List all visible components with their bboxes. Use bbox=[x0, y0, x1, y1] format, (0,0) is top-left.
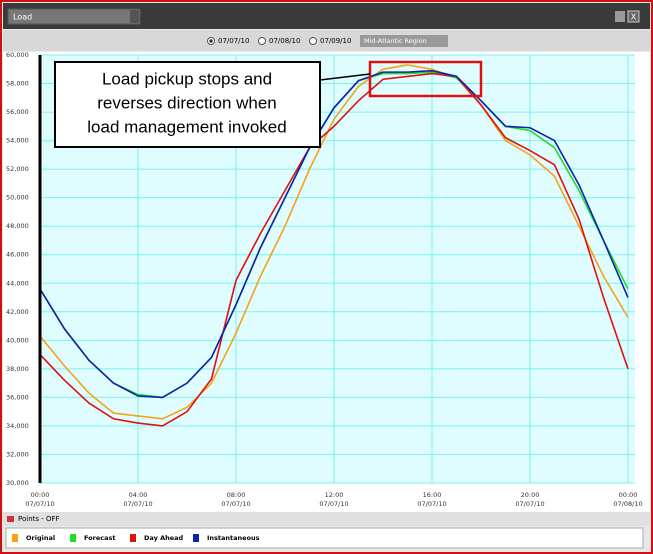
annotation-pointer bbox=[319, 73, 371, 81]
y-tick-label: 56,000 bbox=[6, 108, 29, 116]
x-tick-label: 04:00 bbox=[129, 491, 148, 499]
legend-label: Instantaneous bbox=[207, 534, 260, 542]
annotation: load management invoked bbox=[87, 117, 286, 136]
y-tick-label: 44,000 bbox=[6, 279, 29, 287]
date-option: 07/07/10 bbox=[218, 37, 249, 45]
y-tick-label: 50,000 bbox=[6, 194, 29, 202]
y-tick-label: 32,000 bbox=[6, 450, 29, 458]
points-label: Points - OFF bbox=[18, 515, 60, 523]
x-tick-date: 07/07/10 bbox=[417, 500, 446, 508]
y-tick-label: 42,000 bbox=[6, 308, 29, 316]
radio[interactable] bbox=[309, 37, 317, 45]
points-bar bbox=[3, 512, 650, 526]
close-label: X bbox=[631, 13, 637, 22]
y-tick-label: 34,000 bbox=[6, 422, 29, 430]
date-option: 07/08/10 bbox=[269, 37, 300, 45]
legend-label: Original bbox=[26, 534, 55, 542]
series-line bbox=[39, 72, 629, 427]
x-tick-label: 12:00 bbox=[325, 491, 344, 499]
legend-swatch bbox=[70, 534, 76, 542]
annotation: Load pickup stops and bbox=[102, 69, 272, 88]
series-line bbox=[39, 69, 629, 399]
highlight-box bbox=[368, 60, 483, 98]
x-tick-label: 16:00 bbox=[423, 491, 442, 499]
dropdown-arrow bbox=[130, 10, 139, 23]
y-tick-label: 30,000 bbox=[6, 479, 29, 487]
x-tick-date: 07/08/10 bbox=[613, 500, 642, 508]
close-button[interactable] bbox=[627, 10, 640, 23]
date-option: 07/09/10 bbox=[320, 37, 351, 45]
series-line bbox=[39, 64, 629, 420]
x-tick-label: 00:00 bbox=[619, 491, 638, 499]
legend-swatch bbox=[130, 534, 136, 542]
legend-swatch bbox=[193, 534, 199, 542]
y-tick-label: 54,000 bbox=[6, 137, 29, 145]
x-tick-date: 07/07/10 bbox=[221, 500, 250, 508]
y-tick-label: 40,000 bbox=[6, 336, 29, 344]
points-icon[interactable] bbox=[7, 516, 14, 522]
y-tick-label: 60,000 bbox=[6, 51, 29, 59]
region-dropdown[interactable] bbox=[360, 35, 448, 47]
x-tick-label: 00:00 bbox=[31, 491, 50, 499]
x-tick-date: 07/07/10 bbox=[515, 500, 544, 508]
y-tick-label: 58,000 bbox=[6, 80, 29, 88]
dropdown[interactable] bbox=[7, 8, 141, 25]
x-tick-date: 07/07/10 bbox=[123, 500, 152, 508]
y-tick-label: 48,000 bbox=[6, 222, 29, 230]
x-tick-date: 07/07/10 bbox=[319, 500, 348, 508]
legend-label: Day Ahead bbox=[144, 534, 184, 542]
annotation-box bbox=[54, 61, 321, 148]
annotation: reverses direction when bbox=[97, 93, 277, 112]
y-tick-label: 38,000 bbox=[6, 365, 29, 373]
y-tick-label: 36,000 bbox=[6, 393, 29, 401]
y-tick-label: 46,000 bbox=[6, 251, 29, 259]
y-tick-label: 52,000 bbox=[6, 165, 29, 173]
toolbar bbox=[3, 30, 650, 51]
x-tick-label: 08:00 bbox=[227, 491, 246, 499]
radio-dot bbox=[209, 39, 213, 43]
x-tick-date: 07/07/10 bbox=[25, 500, 54, 508]
radio[interactable] bbox=[258, 37, 266, 45]
region-label: Mid-Atlantic Region bbox=[364, 37, 427, 45]
dropdown-label: Load bbox=[13, 13, 32, 22]
x-tick-label: 20:00 bbox=[521, 491, 540, 499]
legend-swatch bbox=[12, 534, 18, 542]
legend-label: Forecast bbox=[84, 534, 115, 542]
legend bbox=[5, 527, 644, 549]
minimize-button[interactable] bbox=[615, 11, 625, 22]
